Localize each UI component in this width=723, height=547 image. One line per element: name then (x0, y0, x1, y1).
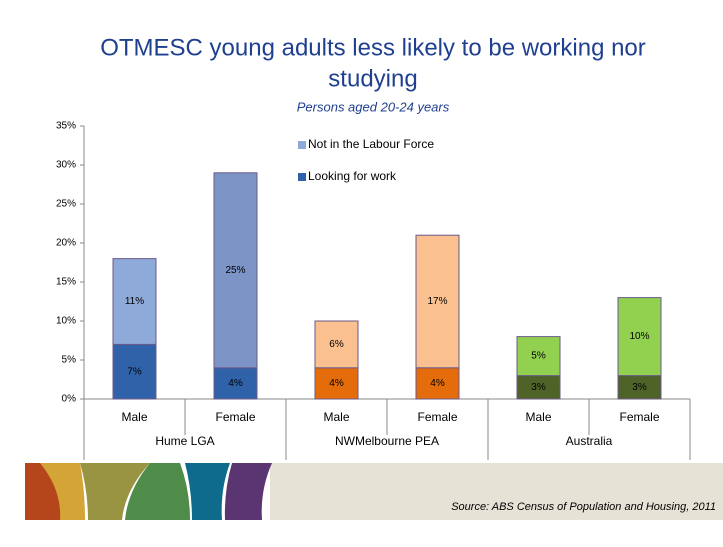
bar-segment (112, 258, 157, 345)
legend-swatch (298, 141, 306, 149)
legend-label: Not in the Labour Force (308, 137, 434, 151)
data-label: 6% (329, 339, 344, 350)
legend-swatch (298, 173, 306, 181)
y-tick-label: 35% (56, 121, 76, 132)
bar-segment (516, 336, 561, 377)
bar-segment (415, 234, 460, 369)
group-label: Hume LGA (155, 434, 214, 448)
y-tick-label: 30% (56, 160, 76, 171)
title-line: studying (328, 65, 417, 92)
title-line: OTMESC young adults less likely to be wo… (100, 34, 646, 61)
bar-segment (415, 367, 460, 400)
x-tick-label: Male (323, 410, 349, 424)
data-label: 3% (531, 382, 546, 393)
x-tick-label: Male (121, 410, 147, 424)
y-tick-label: 20% (56, 238, 76, 249)
x-tick-label: Female (215, 410, 255, 424)
data-label: 4% (228, 378, 243, 389)
data-label: 4% (430, 378, 445, 389)
y-tick-label: 15% (56, 277, 76, 288)
x-tick-label: Female (619, 410, 659, 424)
legend-label: Looking for work (308, 169, 397, 183)
data-label: 25% (225, 265, 245, 276)
x-tick-label: Female (417, 410, 457, 424)
y-tick-label: 5% (62, 355, 77, 366)
decor (25, 463, 272, 520)
group-label: Australia (566, 434, 613, 448)
bar-segment (617, 297, 662, 377)
bar-segment (314, 367, 359, 400)
group-label: NWMelbourne PEA (335, 434, 439, 448)
subtitle: Persons aged 20-24 years (297, 99, 450, 114)
y-tick-label: 0% (62, 394, 77, 405)
bar-segment (213, 367, 258, 400)
x-tick-label: Male (525, 410, 551, 424)
data-label: 11% (125, 296, 144, 307)
bar-segment (112, 343, 157, 400)
data-label: 10% (629, 331, 649, 342)
source: Source: ABS Census of Population and Hou… (451, 501, 716, 513)
footer-band (270, 463, 723, 520)
data-label: 3% (632, 382, 647, 393)
data-label: 17% (427, 296, 447, 307)
bar-segment (314, 320, 359, 369)
data-label: 5% (531, 351, 546, 362)
y-tick-label: 10% (56, 316, 76, 327)
data-label: 7% (127, 366, 142, 377)
data-label: 4% (329, 378, 344, 389)
bar-segment (213, 172, 258, 369)
y-tick-label: 25% (56, 199, 76, 210)
